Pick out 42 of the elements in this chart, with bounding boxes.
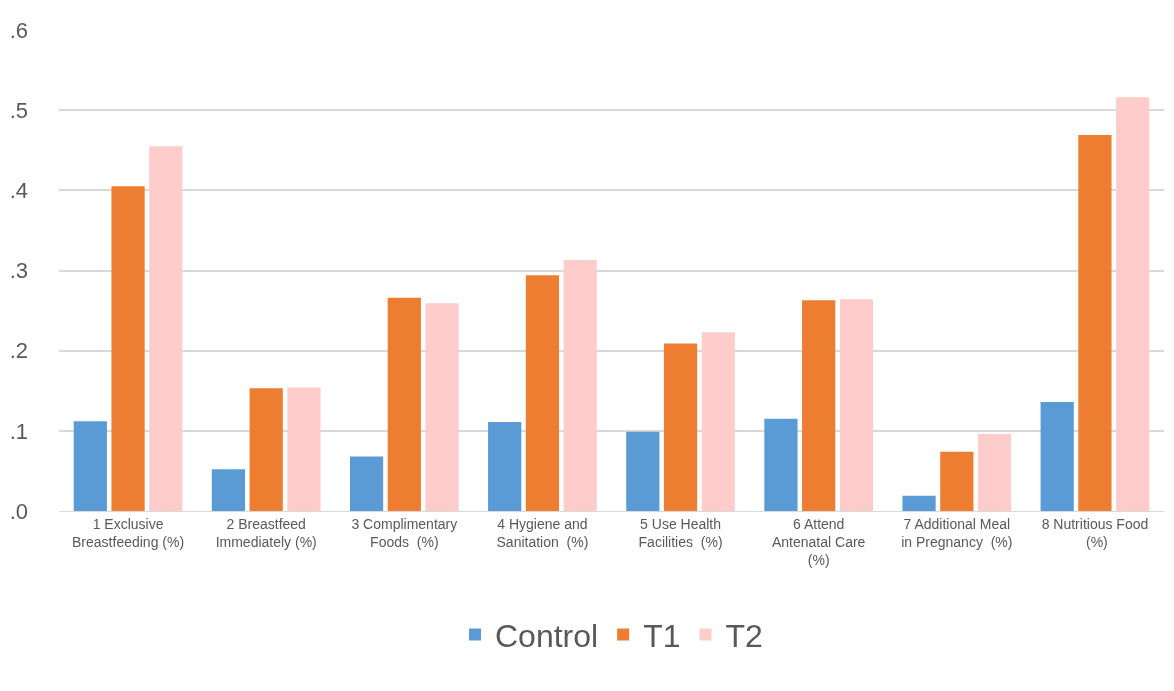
legend-label: Control	[495, 617, 599, 654]
bar	[663, 343, 698, 511]
bar	[211, 469, 246, 511]
bar	[111, 186, 145, 511]
bar	[563, 260, 597, 511]
bar	[764, 418, 798, 511]
y-tick-label: .3	[9, 258, 28, 284]
x-tick-label: 5 Use Health Facilities (%)	[638, 515, 723, 550]
bar	[1116, 97, 1150, 511]
legend-label: T1	[643, 617, 681, 654]
bar	[626, 431, 660, 511]
bar	[287, 387, 321, 511]
bar	[839, 299, 874, 511]
y-tick-label: .2	[9, 338, 28, 364]
x-tick-label: 8 Nutritious Food (%)	[1041, 515, 1149, 550]
y-tick-label: .1	[9, 418, 28, 444]
bar	[349, 456, 384, 511]
bar	[149, 146, 183, 511]
bar	[249, 388, 283, 511]
x-tick-label: 7 Additional Meal in Pregnancy (%)	[901, 515, 1013, 550]
x-tick-label: 1 Exclusive Breastfeeding (%)	[72, 515, 185, 550]
x-tick-label: 4 Hygiene and Sanitation (%)	[496, 515, 589, 550]
bar	[387, 297, 421, 511]
y-tick-label: .6	[9, 17, 28, 43]
bar	[73, 421, 107, 511]
y-tick-label: .0	[9, 498, 28, 524]
bar	[425, 303, 459, 511]
x-tick-label: 2 Breastfeed Immediately (%)	[215, 515, 317, 550]
bar	[1040, 401, 1074, 511]
legend-label: T2	[725, 617, 763, 654]
bar	[488, 422, 522, 511]
bar	[701, 332, 735, 511]
bar	[977, 434, 1012, 511]
y-tick-label: .4	[9, 178, 28, 204]
bar	[902, 495, 936, 511]
bar	[525, 275, 560, 511]
bar	[802, 300, 836, 511]
bar	[940, 451, 974, 511]
x-tick-label: 3 Complimentary Foods (%)	[351, 515, 458, 550]
y-tick-label: .5	[9, 97, 28, 123]
bar	[1078, 135, 1112, 511]
x-tick-label: 6 Attend Antenatal Care (%)	[771, 515, 866, 569]
